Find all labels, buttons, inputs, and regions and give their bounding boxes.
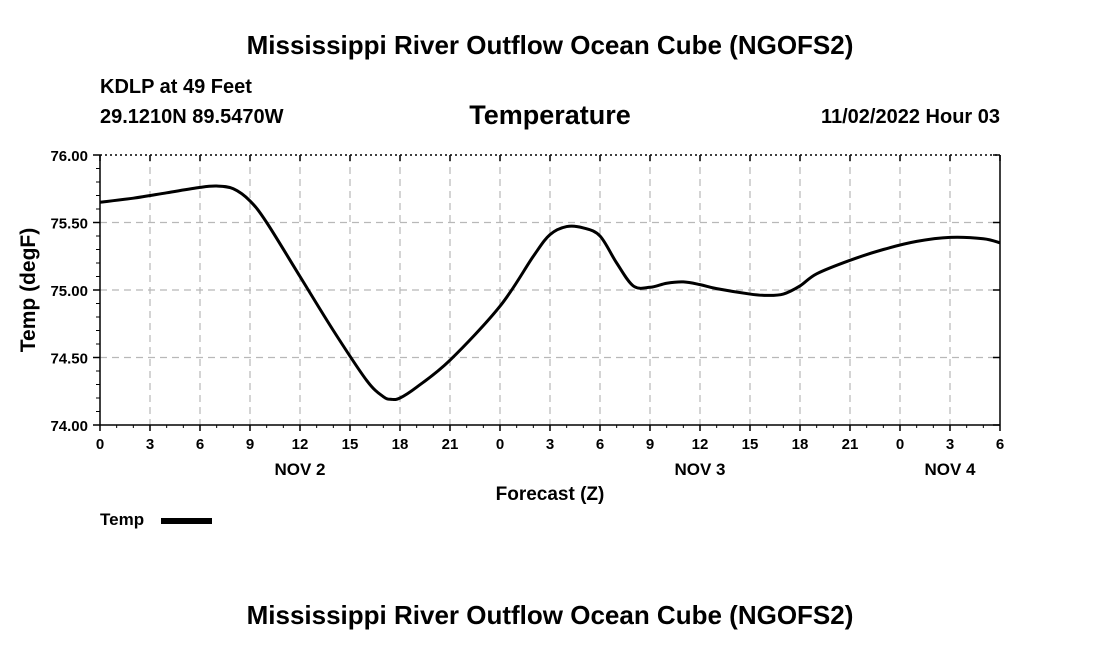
y-tick-label-0: 74.00 [50,418,88,435]
x-tick-label-0: 0 [96,436,104,453]
main-title: Mississippi River Outflow Ocean Cube (NG… [246,30,854,60]
y-tick-label-3: 75.50 [50,216,88,233]
x-tick-label-13: 15 [742,436,759,453]
x-tick-label-8: 0 [496,436,504,453]
y-tick-label-1: 74.50 [50,351,88,368]
x-tick-label-1: 3 [146,436,154,453]
x-tick-label-9: 3 [546,436,554,453]
coordinates-label: 29.1210N 89.5470W [100,106,284,128]
x-tick-label-16: 0 [896,436,904,453]
y-tick-label-4: 76.00 [50,148,88,165]
x-tick-label-11: 9 [646,436,654,453]
x-tick-label-17: 3 [946,436,954,453]
panel-title: Temperature [469,100,631,130]
x-tick-label-2: 6 [196,436,204,453]
legend-label: Temp [100,510,145,529]
day-label-0: NOV 2 [274,460,325,479]
x-tick-label-5: 15 [342,436,359,453]
x-tick-label-3: 9 [246,436,254,453]
x-tick-label-15: 21 [842,436,859,453]
y-axis-title: Temp (degF) [17,228,40,352]
footer-title: Mississippi River Outflow Ocean Cube (NG… [246,600,854,630]
station-label: KDLP at 49 Feet [100,76,252,98]
x-tick-label-6: 18 [392,436,409,453]
series-line-temp [99,184,1001,402]
x-tick-label-14: 18 [792,436,809,453]
x-tick-label-10: 6 [596,436,604,453]
day-label-1: NOV 3 [674,460,725,479]
x-tick-label-7: 21 [442,436,459,453]
legend-swatch [161,518,212,524]
day-label-2: NOV 4 [924,460,976,479]
x-axis-title: Forecast (Z) [496,484,605,505]
y-tick-label-2: 75.00 [50,283,88,300]
x-tick-label-4: 12 [292,436,309,453]
x-tick-label-18: 6 [996,436,1004,453]
datetime-label: 11/02/2022 Hour 03 [820,106,1000,128]
x-tick-label-12: 12 [692,436,709,453]
